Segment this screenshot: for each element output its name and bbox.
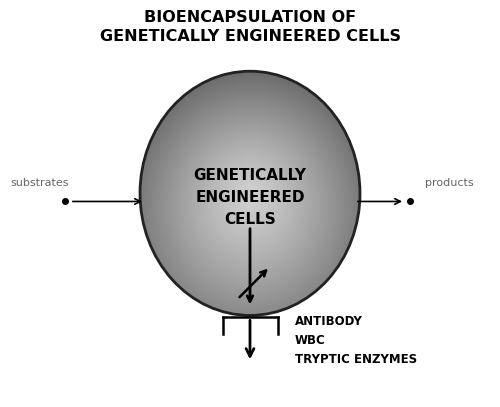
- Text: CELLS: CELLS: [224, 212, 276, 227]
- Text: ENGINEERED: ENGINEERED: [195, 190, 305, 205]
- Text: ANTIBODY
WBC
TRYPTIC ENZYMES: ANTIBODY WBC TRYPTIC ENZYMES: [295, 315, 417, 366]
- Text: GENETICALLY: GENETICALLY: [194, 168, 306, 182]
- Text: products: products: [425, 178, 474, 188]
- Text: substrates: substrates: [10, 178, 68, 188]
- Text: BIOENCAPSULATION OF
GENETICALLY ENGINEERED CELLS: BIOENCAPSULATION OF GENETICALLY ENGINEER…: [100, 10, 401, 44]
